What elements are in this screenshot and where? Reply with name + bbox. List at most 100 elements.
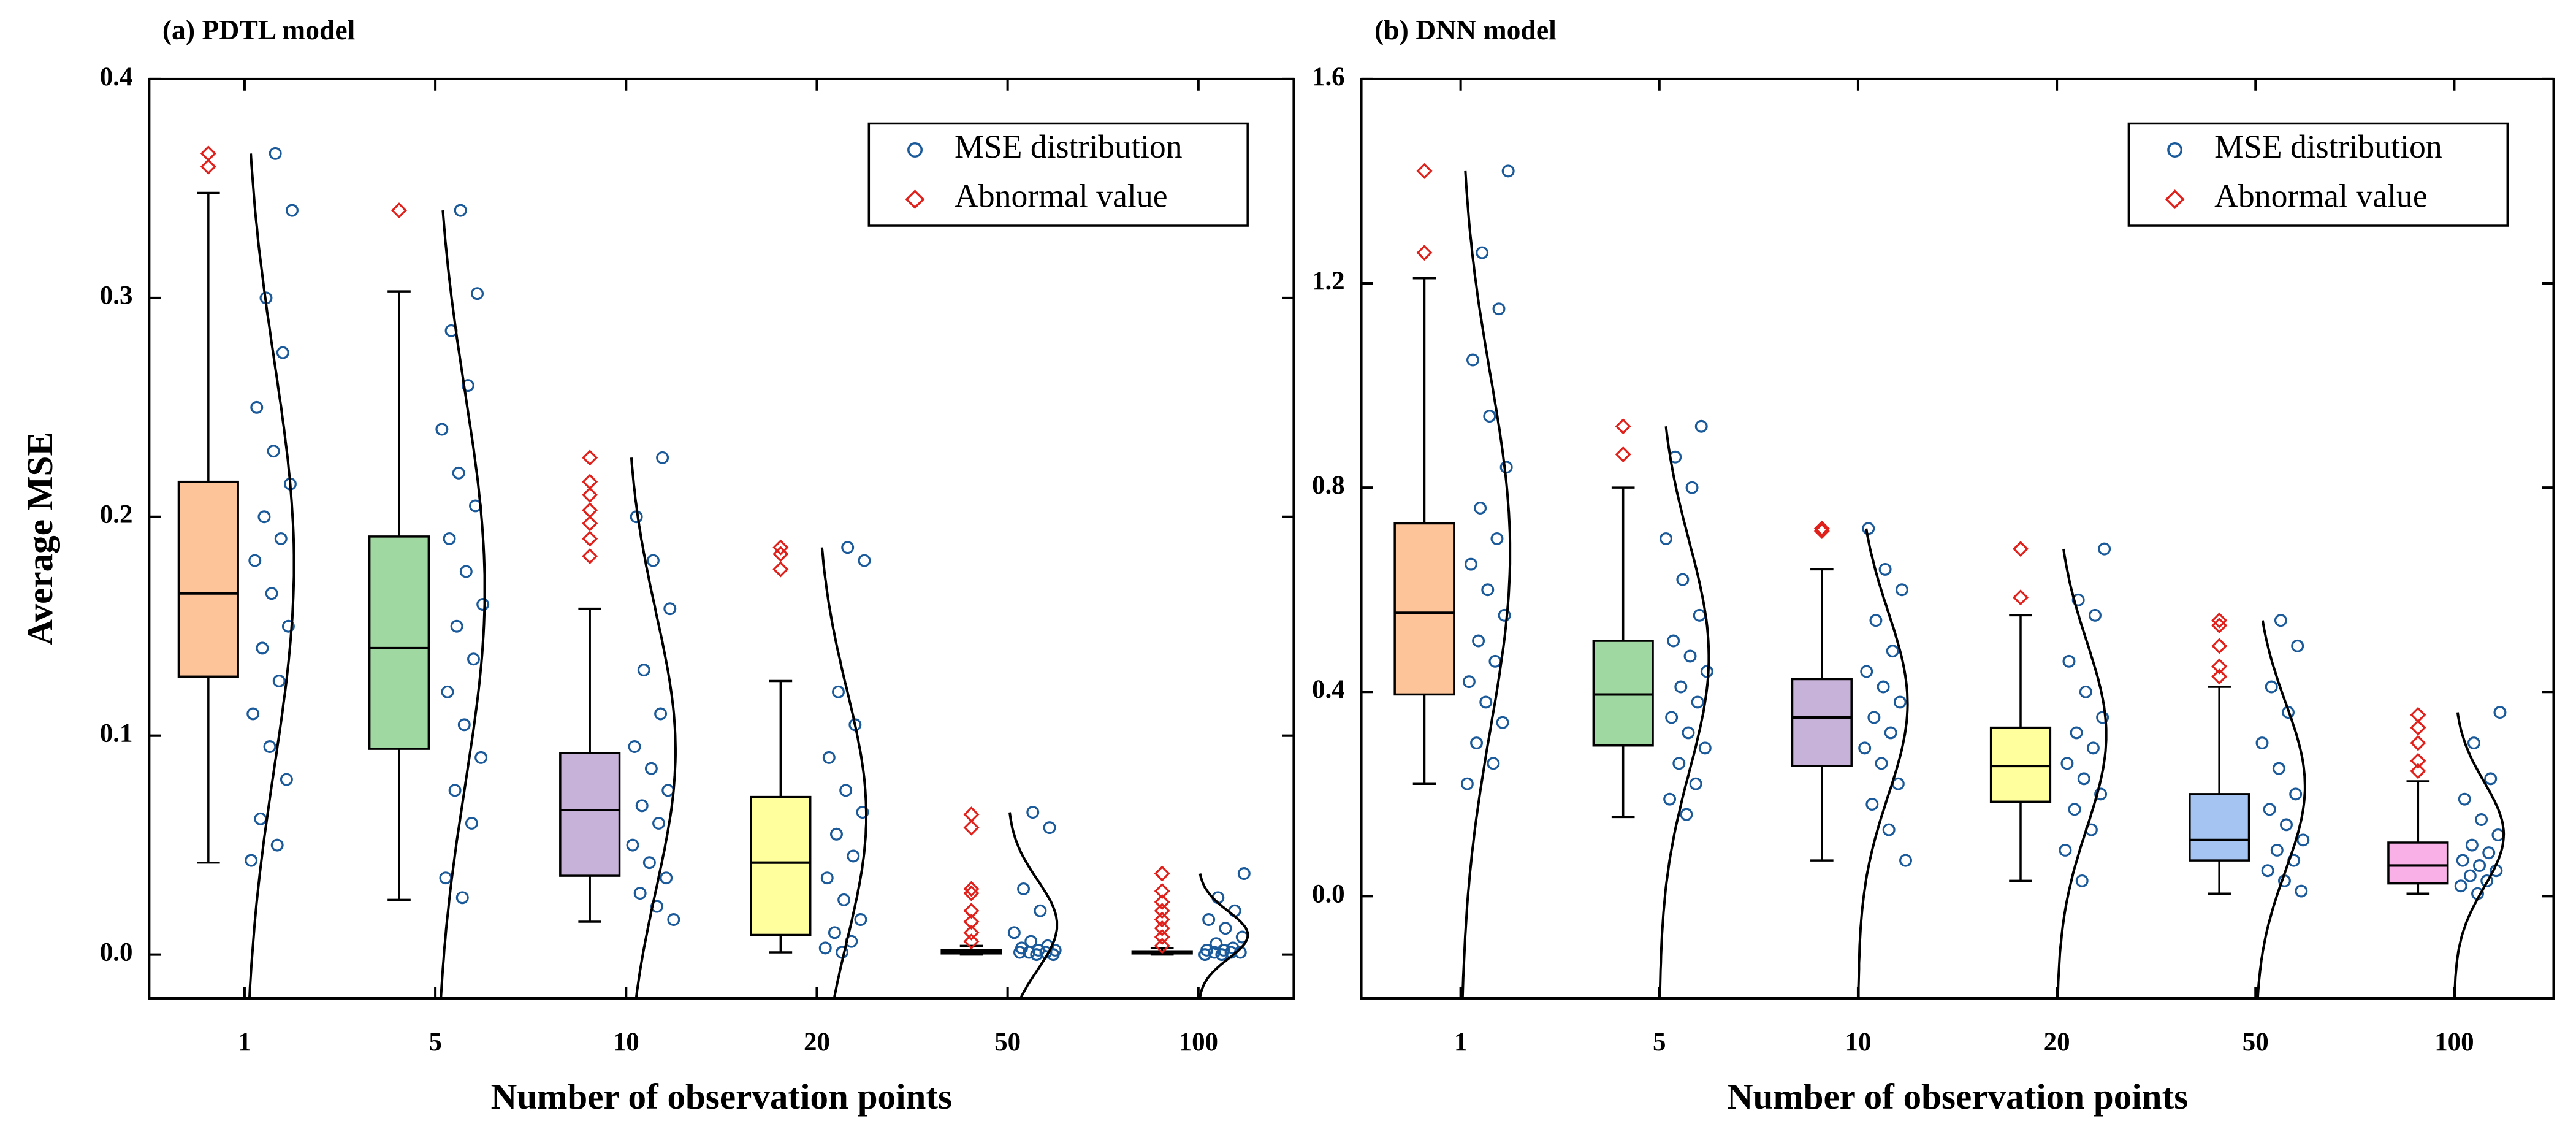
point bbox=[1877, 680, 1890, 694]
point bbox=[1043, 821, 1056, 835]
point bbox=[1498, 608, 1511, 622]
outlier bbox=[582, 530, 598, 547]
point bbox=[2274, 614, 2287, 627]
point bbox=[1460, 777, 1474, 790]
point bbox=[1683, 649, 1697, 663]
point bbox=[2289, 787, 2303, 801]
outlier bbox=[963, 903, 980, 919]
point bbox=[2098, 542, 2111, 556]
point bbox=[254, 812, 267, 825]
point bbox=[1860, 665, 1873, 678]
point bbox=[1481, 583, 1495, 597]
density-curve bbox=[1198, 873, 1249, 999]
point bbox=[2280, 818, 2293, 832]
x-axis-label: Number of observation points bbox=[491, 1076, 952, 1117]
point bbox=[2094, 787, 2108, 801]
outlier bbox=[582, 515, 598, 532]
outlier bbox=[1813, 520, 1830, 537]
point bbox=[1672, 757, 1686, 770]
point bbox=[281, 619, 295, 633]
point bbox=[1676, 573, 1690, 586]
point bbox=[467, 652, 480, 666]
y-tick-label: 0.4 bbox=[1312, 675, 1345, 704]
density-curve bbox=[440, 210, 486, 999]
point bbox=[443, 532, 456, 545]
y-tick-label: 0.8 bbox=[1312, 471, 1345, 500]
point bbox=[1875, 757, 1888, 770]
plot-frame bbox=[148, 77, 1295, 1000]
outlier bbox=[1154, 865, 1170, 882]
point bbox=[257, 510, 271, 524]
outlier bbox=[582, 548, 598, 565]
point bbox=[2296, 833, 2310, 847]
x-tick-label: 1 bbox=[238, 1028, 251, 1057]
point bbox=[635, 799, 649, 813]
point bbox=[1698, 741, 1712, 755]
legend-marker bbox=[905, 189, 925, 209]
point bbox=[474, 751, 488, 764]
point bbox=[270, 838, 284, 852]
outlier bbox=[2410, 735, 2426, 751]
outlier bbox=[2410, 719, 2426, 736]
point bbox=[661, 784, 675, 797]
point bbox=[455, 891, 469, 905]
point bbox=[628, 740, 641, 753]
box bbox=[2189, 793, 2250, 862]
point bbox=[1219, 922, 1232, 935]
legend-label: Abnormal value bbox=[955, 177, 1168, 214]
point bbox=[1689, 777, 1702, 790]
outlier bbox=[2410, 752, 2426, 769]
point bbox=[856, 806, 869, 819]
y-axis-label: Average MSE bbox=[20, 432, 60, 645]
outlier bbox=[200, 158, 216, 175]
outlier bbox=[963, 819, 980, 836]
point bbox=[471, 287, 484, 300]
box bbox=[2387, 841, 2449, 885]
x-tick-label: 50 bbox=[994, 1028, 1021, 1057]
point bbox=[652, 816, 666, 830]
outlier bbox=[2211, 618, 2228, 634]
chart-title: (a) PDTL model bbox=[162, 14, 356, 45]
point bbox=[2075, 874, 2089, 887]
point bbox=[1893, 695, 1907, 709]
outlier bbox=[772, 561, 789, 578]
point bbox=[841, 541, 855, 554]
outlier bbox=[772, 546, 789, 562]
legend-marker bbox=[907, 142, 923, 158]
point bbox=[1472, 634, 1485, 648]
point bbox=[660, 871, 673, 885]
point bbox=[642, 856, 656, 870]
point bbox=[1685, 481, 1699, 494]
point bbox=[2079, 685, 2092, 698]
outlier bbox=[963, 924, 980, 941]
box bbox=[1592, 640, 1654, 747]
point bbox=[1474, 502, 1487, 515]
point bbox=[1501, 164, 1515, 178]
point bbox=[267, 445, 280, 458]
point bbox=[829, 827, 843, 841]
point bbox=[820, 871, 834, 885]
y-tick-label: 0.2 bbox=[100, 500, 133, 529]
x-tick-label: 5 bbox=[429, 1028, 441, 1057]
legend-frame bbox=[2127, 122, 2509, 227]
point bbox=[2467, 736, 2480, 750]
point bbox=[1490, 532, 1504, 545]
point bbox=[245, 854, 258, 867]
point bbox=[626, 838, 639, 852]
point bbox=[2270, 843, 2284, 857]
point bbox=[2059, 843, 2072, 857]
point bbox=[1884, 726, 1897, 740]
point bbox=[1202, 913, 1216, 926]
density-curve bbox=[1658, 426, 1710, 998]
y-tick-label: 0.4 bbox=[100, 63, 133, 91]
legend-frame bbox=[867, 122, 1249, 227]
point bbox=[1886, 645, 1899, 658]
point bbox=[1869, 614, 1883, 627]
outlier bbox=[1615, 446, 1631, 463]
point bbox=[272, 674, 286, 687]
point bbox=[2086, 741, 2100, 755]
point bbox=[1026, 806, 1040, 819]
density-curve bbox=[248, 153, 295, 999]
